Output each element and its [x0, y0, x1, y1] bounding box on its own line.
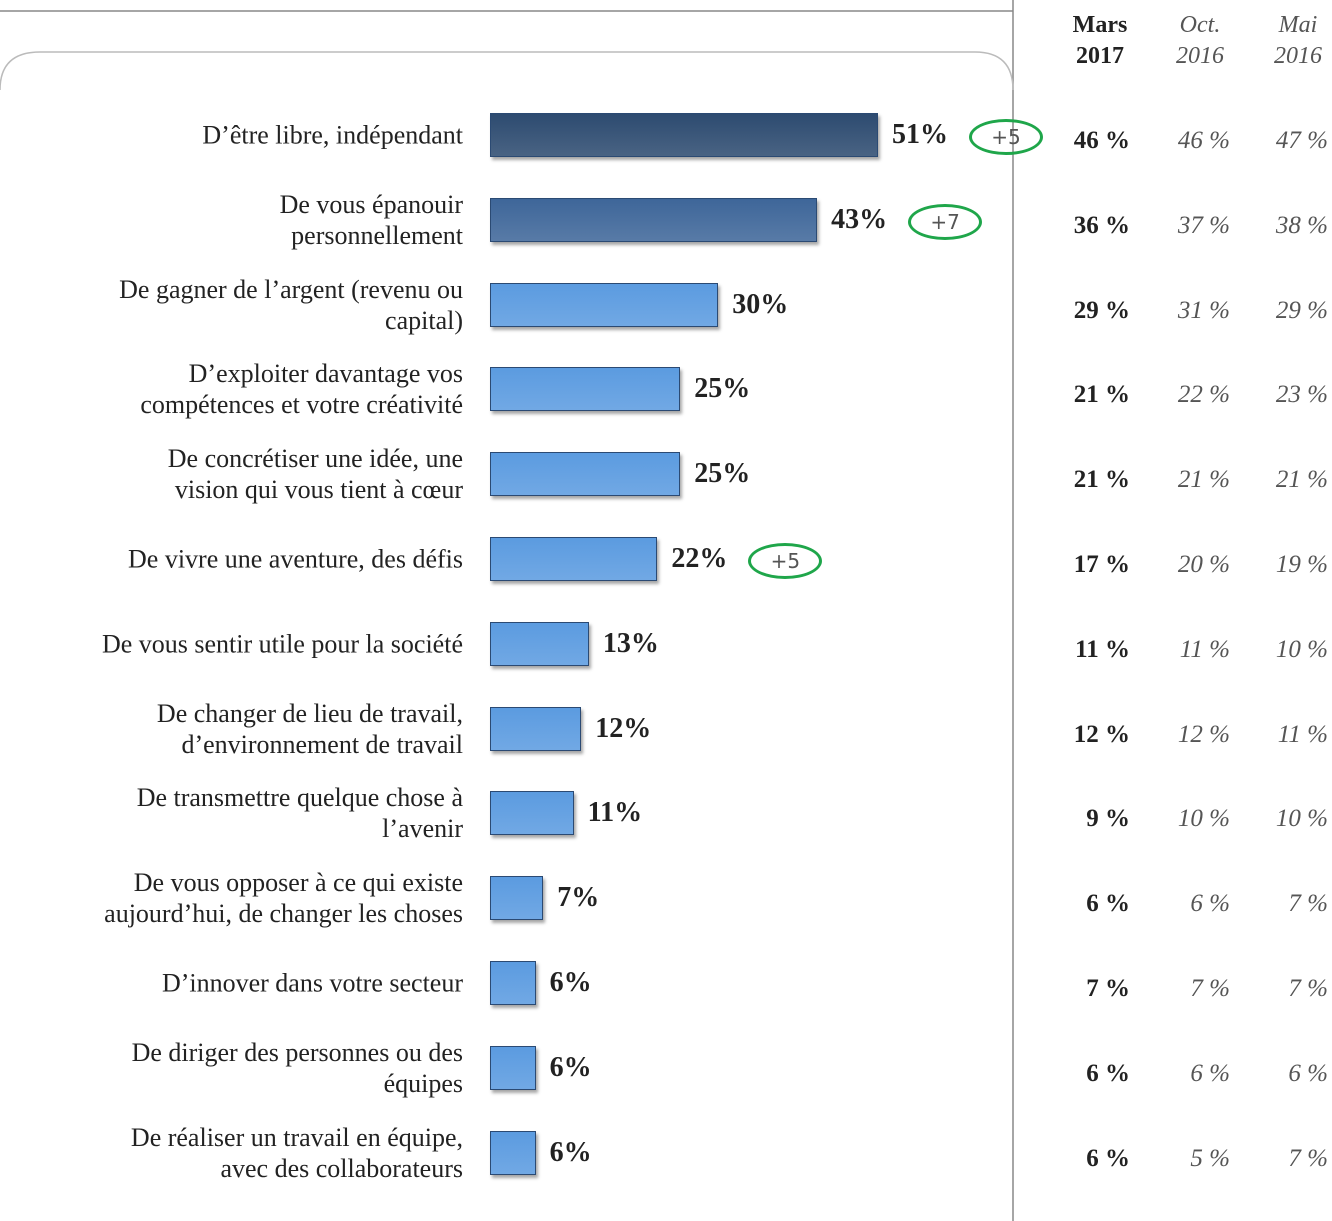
table-cell: 46 % — [1073, 127, 1130, 154]
table-cell: 11 % — [1277, 720, 1328, 748]
value-label: 6% — [549, 967, 592, 998]
table-cell: 7 % — [1190, 975, 1230, 1002]
bar — [490, 791, 574, 836]
value-label: 11% — [587, 797, 643, 829]
table-cell: 31 % — [1177, 296, 1230, 324]
table-cell: 6 % — [1288, 1059, 1328, 1087]
category-label: De changer de lieu de travail, d’environ… — [156, 698, 463, 759]
table-cell: 7 % — [1288, 975, 1328, 1002]
bar — [490, 621, 589, 666]
value-label: 25% — [694, 373, 751, 405]
table-cell: 10 % — [1275, 635, 1328, 663]
value-label: 13% — [602, 627, 659, 659]
value-label: 12% — [595, 712, 652, 744]
value-label: 25% — [694, 458, 751, 490]
bar — [490, 876, 544, 921]
column-header: Mars 2017 — [1072, 12, 1128, 69]
bar — [490, 282, 719, 327]
panel-border — [0, 51, 1014, 91]
table-cell: 17 % — [1073, 551, 1130, 578]
table-cell: 29 % — [1275, 296, 1328, 324]
category-label: D’exploiter davantage vos compétences et… — [140, 359, 463, 420]
table-cell: 38 % — [1275, 211, 1328, 239]
table-cell: 21 % — [1073, 466, 1130, 494]
category-label: De transmettre quelque chose à l’avenir — [136, 783, 463, 844]
bar — [490, 367, 681, 412]
value-label: 43% — [831, 203, 888, 235]
bar — [490, 197, 818, 242]
table-cell: 20 % — [1177, 551, 1230, 578]
table-cell: 47 % — [1275, 127, 1328, 154]
table-cell: 6 % — [1086, 1144, 1130, 1172]
table-cell: 21 % — [1275, 466, 1328, 494]
table-cell: 10 % — [1177, 805, 1230, 833]
table-cell: 37 % — [1177, 211, 1230, 239]
change-badge: +5 — [748, 543, 823, 579]
value-label: 51% — [892, 119, 948, 150]
table-cell: 6 % — [1190, 1059, 1230, 1087]
category-label: De vous sentir utile pour la société — [101, 629, 463, 659]
bar — [490, 706, 582, 751]
table-cell: 5 % — [1190, 1144, 1230, 1172]
value-label: 7% — [557, 882, 600, 914]
category-label: De gagner de l’argent (revenu ou capital… — [119, 274, 463, 335]
bar — [490, 961, 536, 1005]
table-cell: 23 % — [1275, 381, 1328, 409]
table-cell: 6 % — [1086, 1059, 1130, 1087]
bar — [490, 452, 681, 497]
table-cell: 21 % — [1177, 466, 1230, 494]
category-label: De vivre une aventure, des défis — [128, 544, 463, 574]
table-cell: 36 % — [1073, 211, 1130, 239]
category-label: De vous opposer à ce qui existe aujourd’… — [104, 868, 463, 929]
category-label: De réaliser un travail en équipe, avec d… — [130, 1122, 463, 1183]
value-label: 6% — [549, 1136, 592, 1168]
bar — [490, 113, 878, 157]
table-cell: 11 % — [1179, 635, 1230, 663]
column-header: Mai 2016 — [1274, 12, 1322, 69]
value-label: 30% — [732, 288, 789, 320]
value-label: 6% — [549, 1051, 592, 1083]
table-cell: 21 % — [1073, 381, 1130, 409]
table-cell: 12 % — [1177, 720, 1230, 748]
table-cell: 19 % — [1275, 551, 1328, 578]
table-cell: 7 % — [1288, 890, 1328, 918]
bar — [490, 537, 658, 581]
table-cell: 46 % — [1177, 127, 1230, 154]
table-cell: 7 % — [1086, 975, 1130, 1002]
category-label: D’innover dans votre secteur — [161, 968, 463, 998]
value-label: 22% — [671, 543, 728, 574]
table-cell: 6 % — [1190, 890, 1230, 918]
change-badge: +5 — [969, 119, 1043, 155]
table-cell: 22 % — [1177, 381, 1230, 409]
table-cell: 12 % — [1073, 720, 1130, 748]
change-badge: +7 — [908, 203, 983, 240]
table-cell: 6 % — [1086, 890, 1130, 918]
category-label: De diriger des personnes ou des équipes — [131, 1037, 463, 1098]
table-cell: 11 % — [1075, 635, 1130, 663]
bar — [490, 1045, 536, 1090]
category-label: De vous épanouir personnellement — [279, 189, 463, 250]
table-cell: 10 % — [1275, 805, 1328, 833]
table-cell: 29 % — [1073, 296, 1130, 324]
table-cell: 7 % — [1288, 1144, 1328, 1172]
column-header: Oct. 2016 — [1176, 12, 1224, 69]
category-label: De concrétiser une idée, une vision qui … — [167, 444, 463, 505]
category-label: D’être libre, indépendant — [202, 120, 463, 150]
table-cell: 9 % — [1086, 805, 1130, 833]
bar — [490, 1130, 536, 1175]
